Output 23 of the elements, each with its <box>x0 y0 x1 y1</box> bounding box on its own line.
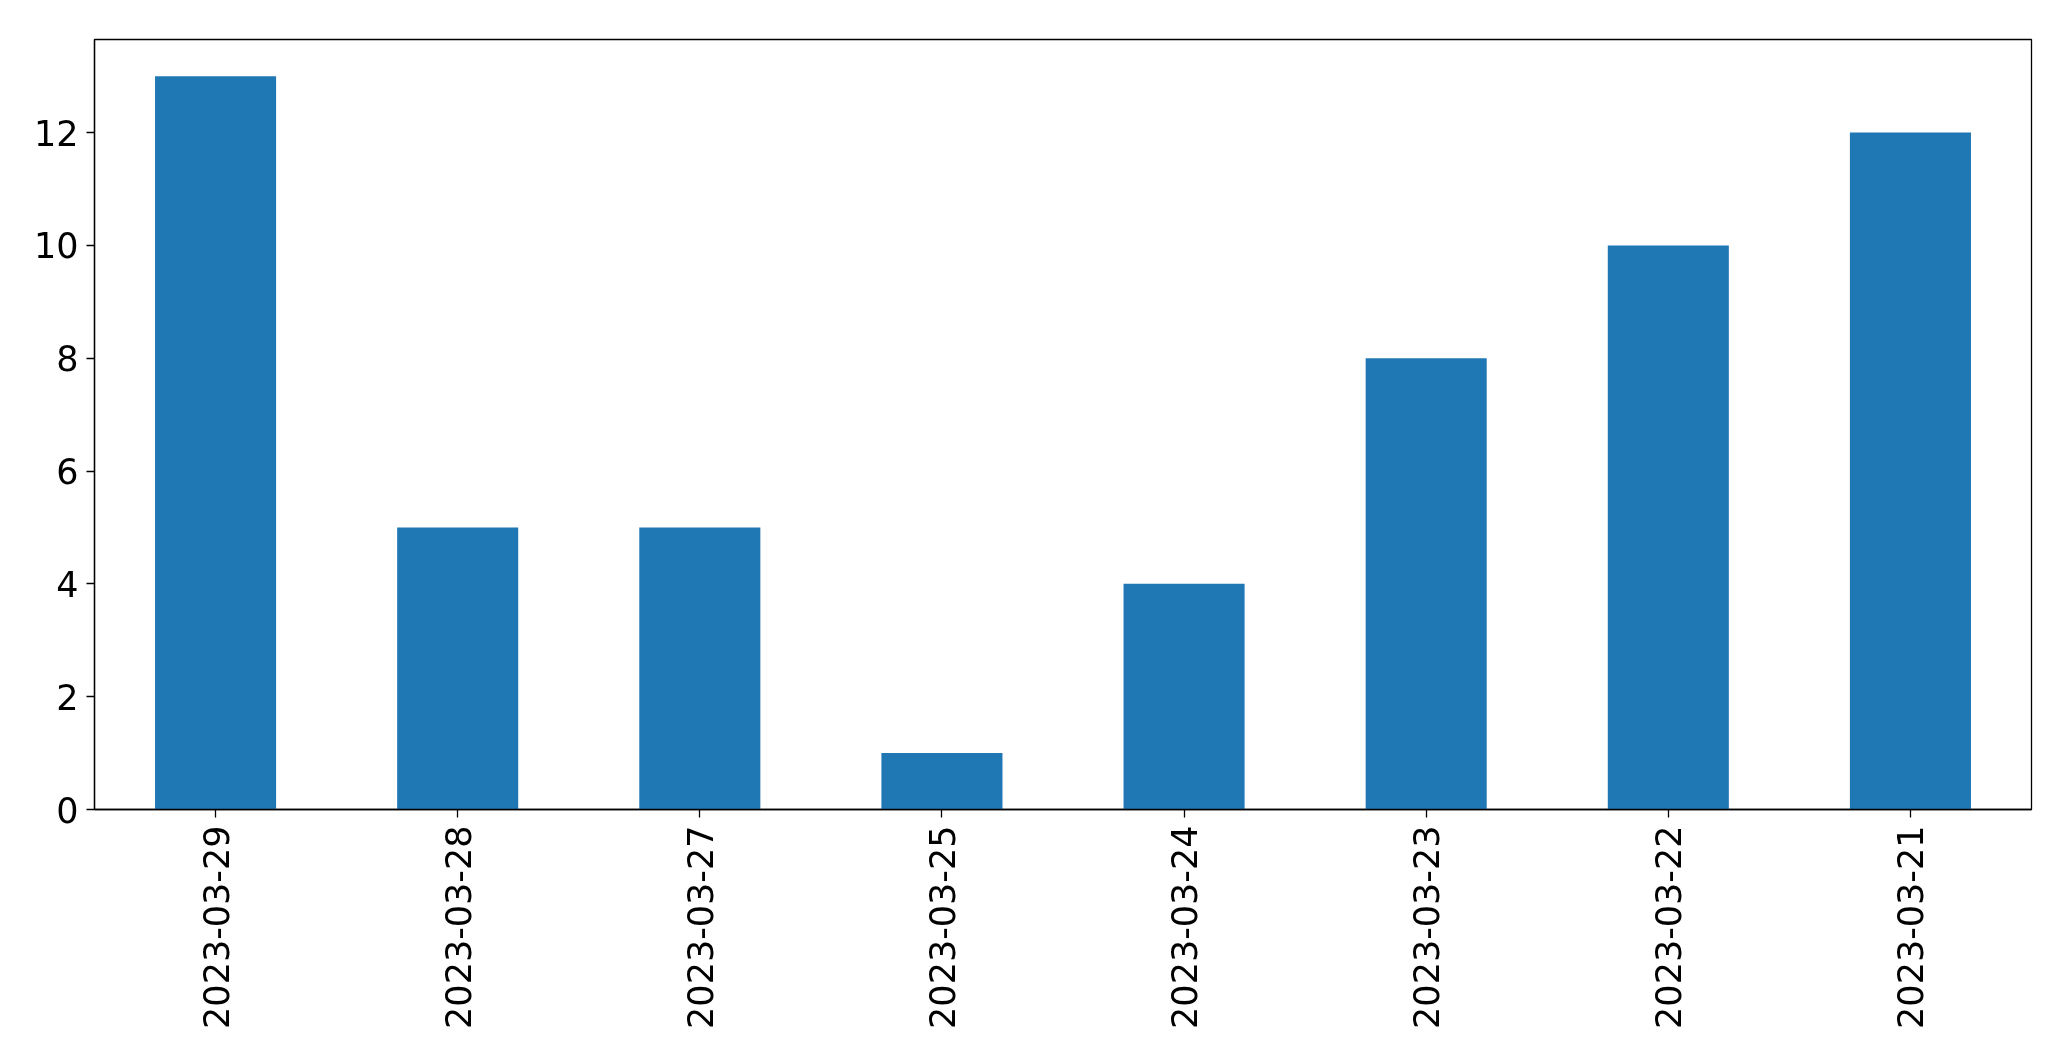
x-tick-label: 2023-03-24 <box>1165 825 1206 1029</box>
bar <box>639 527 761 810</box>
bar <box>1607 245 1729 810</box>
bar <box>155 76 277 810</box>
y-tick-label: 12 <box>33 113 79 154</box>
y-tick-label: 8 <box>56 339 79 380</box>
x-tick-label: 2023-03-27 <box>680 825 721 1029</box>
bar <box>1849 132 1971 810</box>
y-tick-label: 2 <box>56 677 79 718</box>
bar <box>397 527 519 810</box>
y-tick-label: 4 <box>56 564 79 605</box>
bar <box>881 753 1003 810</box>
x-tick-label: 2023-03-23 <box>1407 825 1448 1029</box>
y-tick-label: 10 <box>33 226 79 267</box>
x-tick-label: 2023-03-29 <box>196 825 237 1029</box>
y-tick-label: 6 <box>56 452 79 493</box>
bar <box>1123 583 1245 810</box>
y-tick-label: 0 <box>56 790 79 831</box>
x-tick-label: 2023-03-22 <box>1649 825 1690 1029</box>
bar <box>1365 358 1487 810</box>
x-tick-label: 2023-03-21 <box>1891 825 1932 1029</box>
x-tick-label: 2023-03-25 <box>922 825 963 1029</box>
x-tick-label: 2023-03-28 <box>438 825 479 1029</box>
